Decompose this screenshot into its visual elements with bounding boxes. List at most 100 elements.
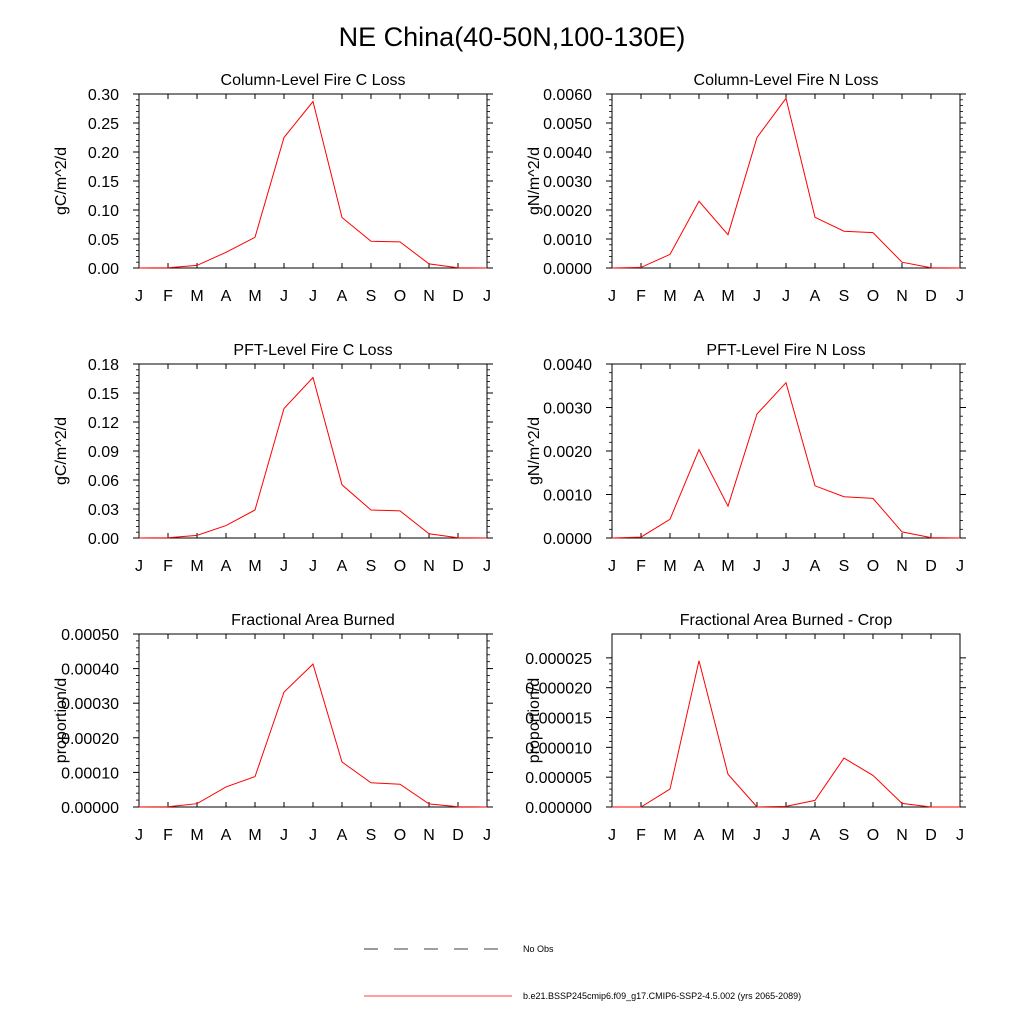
x-tick-label: J [309,827,317,844]
x-tick-label: J [280,827,288,844]
x-tick-label: J [753,558,761,575]
x-tick-label: D [452,288,464,305]
y-tick-label: 0.00020 [61,731,119,748]
legend-obs-label: No Obs [523,944,554,954]
y-tick-label: 0.0050 [543,116,592,133]
y-tick-label: 0.00 [88,531,119,548]
x-tick-label: A [221,558,232,575]
x-tick-label: J [135,827,143,844]
x-tick-label: A [337,827,348,844]
x-tick-label: J [608,827,616,844]
x-tick-label: O [867,827,879,844]
x-tick-label: J [483,827,491,844]
x-tick-label: N [423,558,435,575]
y-tick-label: 0.00050 [61,627,119,644]
y-tick-label: 0.00000 [61,800,119,817]
plot-frame [611,93,961,269]
x-tick-label: M [248,288,261,305]
x-tick-label: J [483,288,491,305]
y-tick-label: 0.0020 [543,444,592,461]
x-tick-label: J [608,558,616,575]
x-tick-label: D [925,288,937,305]
x-tick-label: M [663,827,676,844]
x-tick-label: A [337,288,348,305]
x-tick-label: D [925,827,937,844]
x-tick-label: F [636,288,646,305]
y-tick-label: 0.30 [88,87,119,104]
x-tick-label: N [896,558,908,575]
x-tick-label: M [663,288,676,305]
model-series-line [611,381,961,539]
x-tick-label: J [608,288,616,305]
y-tick-label: 0.15 [88,174,119,191]
x-tick-label: J [135,558,143,575]
y-tick-label: 0.0060 [543,87,592,104]
x-tick-label: O [867,558,879,575]
y-tick-label: 0.00030 [61,696,119,713]
x-tick-label: A [221,827,232,844]
model-series-line [138,100,488,269]
y-tick-label: 0.0020 [543,203,592,220]
panel-title: PFT-Level Fire C Loss [233,342,392,359]
y-tick-label: 0.0000 [543,261,592,278]
y-tick-label: 0.10 [88,203,119,220]
model-series-line [611,97,961,269]
y-tick-label: 0.06 [88,473,119,490]
y-tick-label: 0.0000 [543,531,592,548]
y-tick-label: 0.0010 [543,232,592,249]
panel-title: Fractional Area Burned - Crop [680,612,893,629]
y-axis-label: gN/m^2/d [526,147,543,215]
x-tick-label: S [839,827,850,844]
plot-frame [138,633,488,808]
x-tick-label: S [366,827,377,844]
x-tick-label: O [394,288,406,305]
x-tick-label: M [190,558,203,575]
chart-panel-6: Fractional Area Burned - Crop proportion/… [525,612,966,844]
x-tick-label: A [694,827,705,844]
x-tick-label: N [896,827,908,844]
x-tick-label: O [867,288,879,305]
y-tick-label: 0.20 [88,145,119,162]
x-tick-label: A [221,288,232,305]
y-tick-label: 0.05 [88,232,119,249]
x-tick-label: F [163,827,173,844]
x-tick-label: J [483,558,491,575]
model-series-line [138,376,488,539]
y-tick-label: 0.000000 [525,800,592,817]
model-series-line [612,660,960,808]
x-tick-label: M [248,558,261,575]
y-tick-label: 0.0040 [543,357,592,374]
x-tick-label: S [839,288,850,305]
x-tick-label: J [956,288,964,305]
x-tick-label: M [248,827,261,844]
x-tick-label: A [694,288,705,305]
x-tick-label: F [163,558,173,575]
x-tick-label: S [366,288,377,305]
x-tick-label: N [423,288,435,305]
panel-title: Column-Level Fire C Loss [221,72,406,89]
legend-model-label: b.e21.BSSP245cmip6.f09_g17.CMIP6-SSP2-4.… [523,991,801,1001]
model-series-line [138,663,488,808]
x-tick-label: J [135,288,143,305]
y-axis-label: proportion/d [526,678,543,763]
panel-title: PFT-Level Fire N Loss [706,342,865,359]
y-tick-label: 0.000015 [525,711,592,728]
x-tick-label: M [663,558,676,575]
x-tick-label: M [721,558,734,575]
y-tick-label: 0.00040 [61,662,119,679]
x-tick-label: J [782,288,790,305]
x-tick-label: A [694,558,705,575]
y-tick-label: 0.000025 [525,651,592,668]
x-tick-label: S [839,558,850,575]
y-tick-label: 0.0040 [543,145,592,162]
y-tick-label: 0.00010 [61,765,119,782]
y-tick-label: 0.15 [88,386,119,403]
x-tick-label: A [810,288,821,305]
x-tick-label: J [753,827,761,844]
plot-frame [611,363,961,539]
